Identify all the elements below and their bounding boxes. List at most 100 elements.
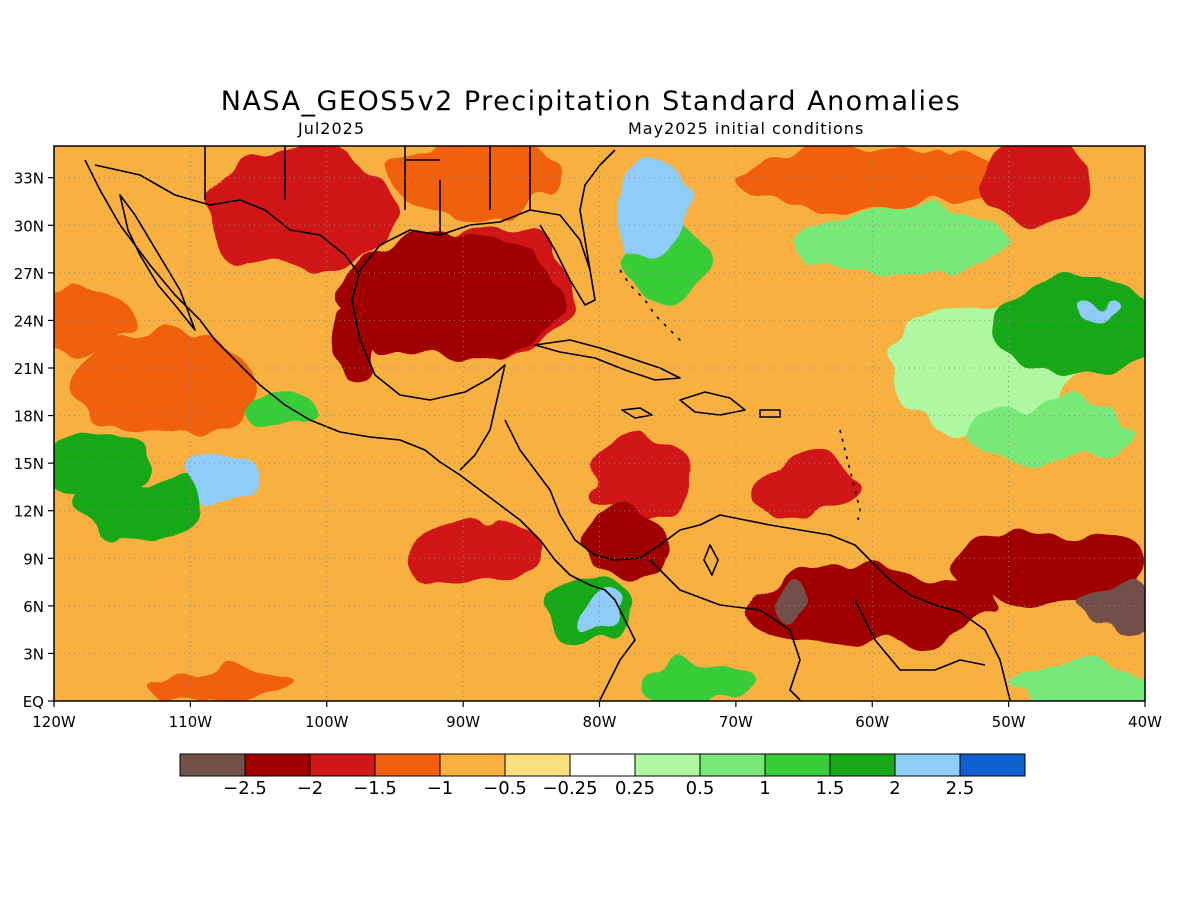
colorbar-label: −2.5 [223,778,267,799]
map-title: NASA_GEOS5v2 Precipitation Standard Anom… [220,86,962,117]
lat-tick-label: 27N [14,265,44,283]
anomaly-region [749,455,859,519]
anomaly-region [67,336,259,432]
coastline-jamaica [621,407,653,419]
anomaly-region [176,455,259,503]
anomaly-fields [54,146,1145,701]
lat-tick-label: 9N [23,550,44,568]
coastline-cuba [534,339,681,381]
anomaly-region [544,352,709,416]
coastline-hispaniola [679,391,746,416]
axis-tick-labels: 120W 110W 100W 90W 80W 70W 60W 50W 40W EQ 3N 6N 9N 12… [14,170,1162,731]
border-venezuela-colombia [649,559,801,701]
lat-tick-label: 6N [23,598,44,616]
anomaly-region [735,146,1009,210]
colorbar-swatch [829,753,896,777]
lat-tick-label: EQ [23,693,44,711]
colorbar-label: −0.25 [542,778,597,799]
lon-tick-label: 80W [583,713,617,731]
coastline-us-gulf [439,209,596,306]
anomaly-region [394,146,559,218]
coastline-lake-maracaibo [703,544,719,576]
coastline-us-east [579,149,616,271]
colorbar-label: −2 [297,778,324,799]
lon-tick-label: 110W [169,713,213,731]
lat-tick-label: 30N [14,217,44,235]
lon-tick-label: 70W [719,713,753,731]
colorbar-swatch [634,753,701,777]
anomaly-region [613,161,695,257]
colorbar-label: 2.5 [946,778,975,799]
gridlines [54,146,1145,701]
coastline-puerto-rico [759,409,781,418]
lat-tick-label: 33N [14,170,44,188]
colorbar-label: −1.5 [353,778,397,799]
lon-tick-label: 120W [32,713,76,731]
anomaly-region [54,431,150,495]
colorbar-swatch [764,753,831,777]
coastline-gulf-of-mexico [351,229,506,471]
coastline-central-america-east [504,419,701,561]
anomaly-region [1083,582,1145,630]
colorbar-label: −1 [427,778,454,799]
anomaly-region [769,582,811,614]
bahamas [619,269,686,346]
anomaly-region [954,526,1145,606]
colorbar-swatch [179,753,246,777]
colorbar-swatch [244,753,311,777]
colorbar-swatch [959,753,1026,777]
colorbar-swatch [439,753,506,777]
coastlines [84,146,1011,701]
colorbar-swatch [894,753,961,777]
colorbar-swatch [569,753,636,777]
anomaly-region [244,391,327,424]
colorbar-label: 0.5 [686,778,715,799]
lat-tick-label: 3N [23,645,44,663]
lon-tick-label: 90W [446,713,480,731]
colorbar-swatch [374,753,441,777]
colorbar-swatch [504,753,571,777]
lon-tick-label: 100W [305,713,349,731]
anomaly-region [967,399,1132,464]
lat-tick-label: 12N [14,503,44,521]
lon-tick-label: 40W [1128,713,1162,731]
colorbar-label: 1.5 [816,778,845,799]
coastline-baja [119,194,196,331]
anomaly-region [1076,302,1118,323]
anomaly-region [67,479,205,543]
anomaly-region [204,146,395,273]
valid-month-label: Jul2025 [298,119,366,138]
colorbar-label: 1 [759,778,770,799]
plot-area [54,146,1145,701]
anomaly-region [640,661,750,701]
anomaly-region [1008,661,1145,701]
colorbar-label: −0.5 [483,778,527,799]
lat-tick-label: 15N [14,455,44,473]
lat-tick-label: 24N [14,312,44,330]
anomaly-region [981,146,1091,218]
colorbar-label: 0.25 [615,778,655,799]
anomaly-region [585,439,695,519]
lat-tick-label: 21N [14,360,44,378]
coastline-south-america-north [699,514,1011,701]
colorbar-swatch [309,753,376,777]
border-us-mexico [94,164,361,276]
anomaly-region [749,566,995,646]
anomaly-region [408,518,545,583]
colorbar-label: 2 [889,778,900,799]
lat-tick-label: 18N [14,408,44,426]
colorbar-labels: −2.5 −2 −1.5 −1 −0.5 −0.25 0.25 0.5 1 1.5 2 2.5 [223,778,974,799]
anomaly-region [340,233,559,361]
lon-tick-label: 50W [992,713,1026,731]
anomaly-region [995,280,1145,376]
anomaly-region [149,669,286,701]
lon-tick-label: 60W [855,713,889,731]
colorbar [179,753,1026,777]
initial-conditions-label: May2025 initial conditions [628,119,865,138]
colorbar-swatch [699,753,766,777]
border-guianas [854,599,986,671]
anomaly-region [790,209,1009,273]
axis-ticks [48,177,1146,707]
anomaly-region [54,574,300,670]
